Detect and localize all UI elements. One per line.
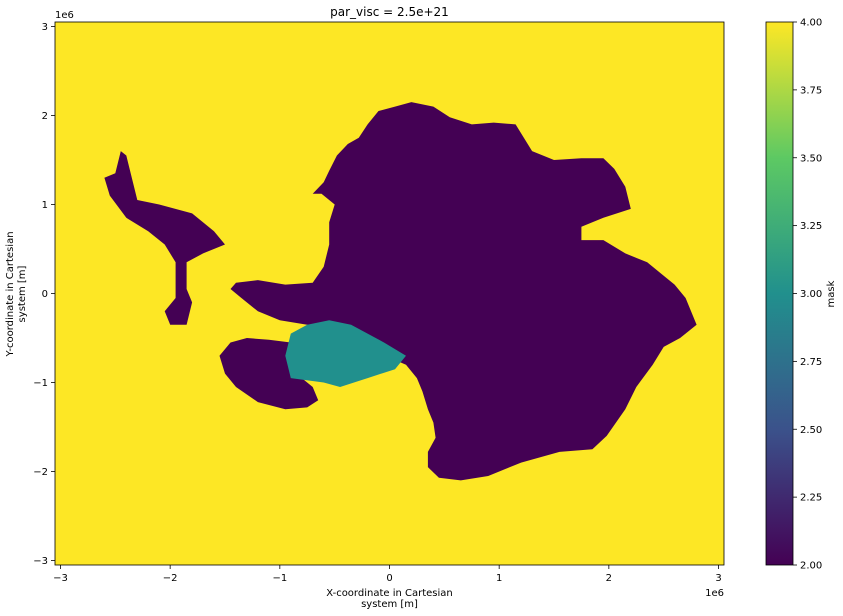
mask-regions: [104, 102, 697, 481]
x-axis-label-line2: system [m]: [361, 599, 418, 610]
y-tick-label: −1: [33, 378, 48, 389]
grounded-ice-region-0: [230, 102, 697, 481]
colorbar-tick-label: 2.75: [800, 357, 822, 368]
x-axis-label-line1: X-coordinate in Cartesian: [326, 588, 453, 599]
x-tick-label: 0: [386, 573, 392, 584]
x-tick-label: 3: [715, 573, 721, 584]
y-tick-label: 0: [42, 289, 48, 300]
y-axis-ticks: −3 −2 −1 0 1 2 3: [33, 22, 55, 567]
colorbar-tick-label: 2.00: [800, 561, 822, 572]
colorbar-tick-label: 2.50: [800, 425, 822, 436]
x-tick-label: 2: [606, 573, 612, 584]
colorbar-tick-label: 4.00: [800, 18, 822, 29]
x-axis-ticks: −3 −2 −1 0 1 2 3: [53, 565, 722, 584]
x-tick-label: −3: [53, 573, 68, 584]
chart-title: par_visc = 2.5e+21: [330, 5, 449, 19]
y-axis-label-line2: system [m]: [17, 265, 28, 322]
y-tick-label: −3: [33, 556, 48, 567]
x-tick-label: −1: [272, 573, 287, 584]
y-tick-label: 1: [42, 200, 48, 211]
colorbar-tick-label: 3.75: [800, 85, 822, 96]
colorbar-tick-label: 3.50: [800, 153, 822, 164]
grounded-ice-region-2: [104, 151, 225, 325]
y-axis-label-line1: Y-coordinate in Cartesian: [5, 231, 16, 357]
colorbar-tick-label: 2.25: [800, 493, 822, 504]
colorbar: 2.00 2.25 2.50 2.75 3.00 3.25 3.50 3.75 4.00 mas…: [765, 18, 837, 572]
y-offset-label: 1e6: [55, 10, 74, 21]
colorbar-gradient: [766, 22, 793, 565]
y-tick-label: 3: [42, 22, 48, 33]
y-tick-label: −2: [33, 467, 48, 478]
colorbar-tick-label: 3.00: [800, 289, 822, 300]
x-tick-label: 1: [496, 573, 502, 584]
y-tick-label: 2: [42, 111, 48, 122]
colorbar-ticks: 2.00 2.25 2.50 2.75 3.00 3.25 3.50 3.75 4.00: [793, 18, 822, 572]
plot-area: [54, 21, 725, 566]
colorbar-tick-label: 3.25: [800, 221, 822, 232]
x-offset-label: 1e6: [705, 588, 724, 599]
x-tick-label: −2: [163, 573, 178, 584]
colorbar-label: mask: [826, 280, 837, 307]
floating-ice-region-0: [285, 320, 406, 387]
